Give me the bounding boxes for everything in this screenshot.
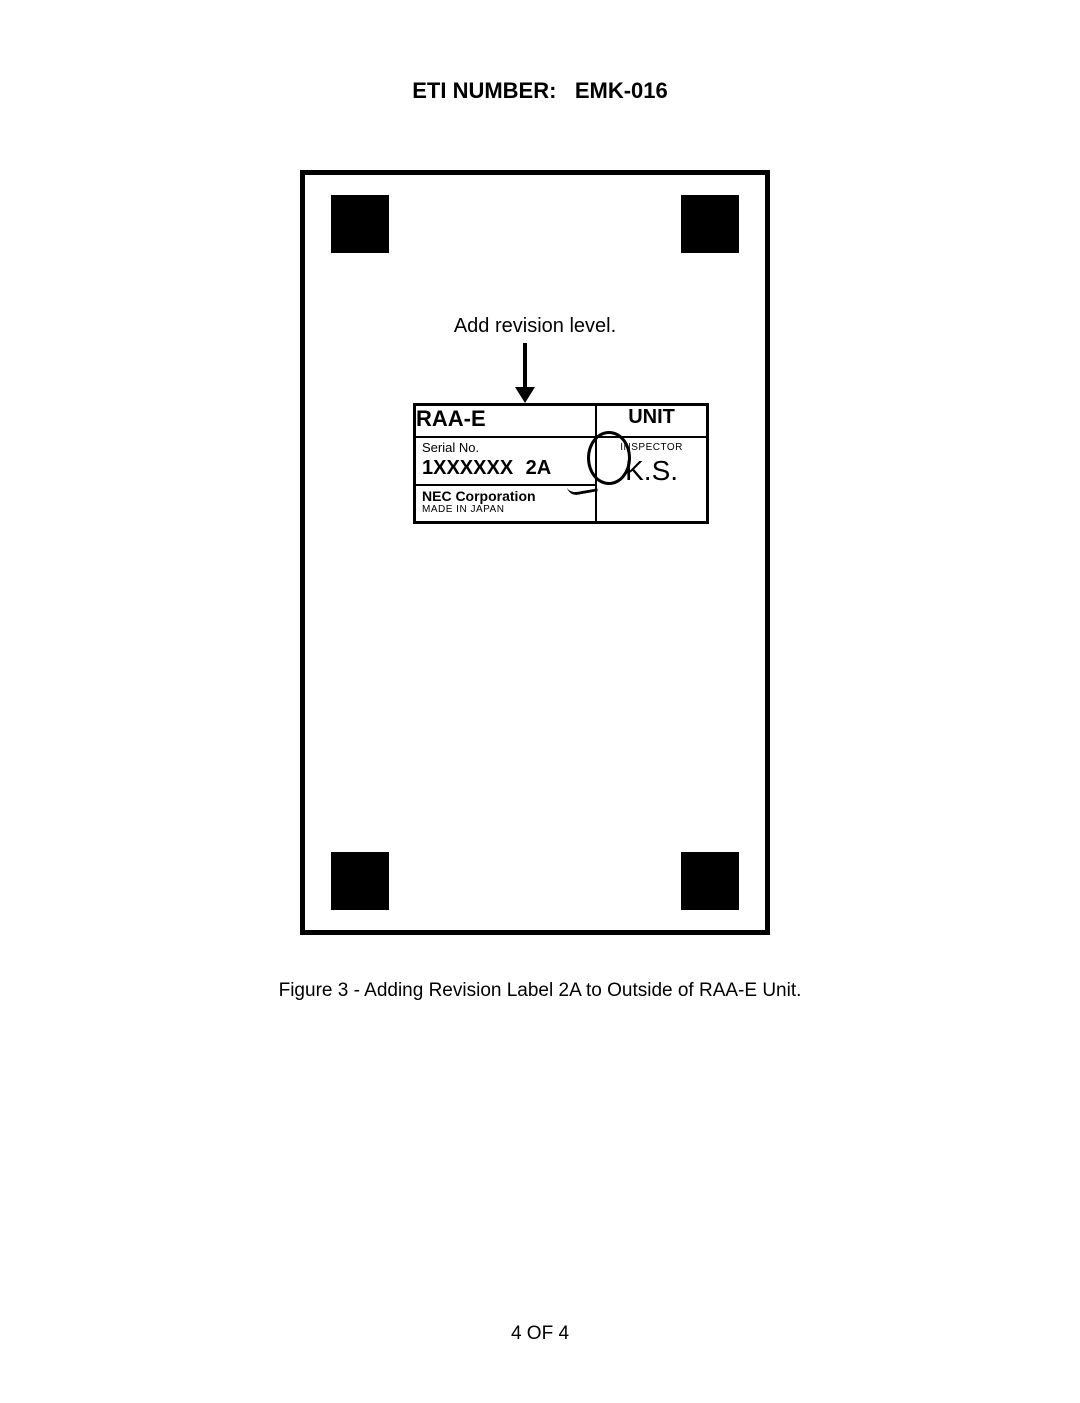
annotation-text: Add revision level. bbox=[305, 315, 765, 338]
screw-hole-icon bbox=[331, 195, 389, 253]
equipment-label-plate: RAA-E UNIT Serial No. 1XXXXXX 2A INSPECT… bbox=[413, 403, 709, 524]
inspector-label: INSPECTOR bbox=[597, 438, 706, 453]
arrow-down-icon bbox=[485, 343, 565, 405]
figure-caption: Figure 3 - Adding Revision Label 2A to O… bbox=[0, 980, 1080, 1002]
model-code: RAA-E bbox=[416, 406, 486, 431]
revision-code: 2A bbox=[524, 455, 558, 484]
eti-header: ETI NUMBER: EMK-016 bbox=[0, 78, 1080, 104]
document-page: ETI NUMBER: EMK-016 Add revision level. … bbox=[0, 0, 1080, 1403]
unit-outline: Add revision level. RAA-E UNIT Serial No… bbox=[300, 170, 770, 935]
page-number: 4 OF 4 bbox=[0, 1323, 1080, 1345]
made-in-label: MADE IN JAPAN bbox=[416, 504, 595, 521]
screw-hole-icon bbox=[331, 852, 389, 910]
eti-value: EMK-016 bbox=[575, 78, 668, 103]
unit-text: UNIT bbox=[628, 406, 675, 428]
screw-hole-icon bbox=[681, 852, 739, 910]
inspector-value: K.S. bbox=[597, 453, 706, 493]
serial-number-label: Serial No. bbox=[416, 438, 595, 455]
screw-hole-icon bbox=[681, 195, 739, 253]
eti-label: ETI NUMBER: bbox=[412, 78, 556, 103]
serial-number-value: 1XXXXXX bbox=[416, 455, 519, 484]
